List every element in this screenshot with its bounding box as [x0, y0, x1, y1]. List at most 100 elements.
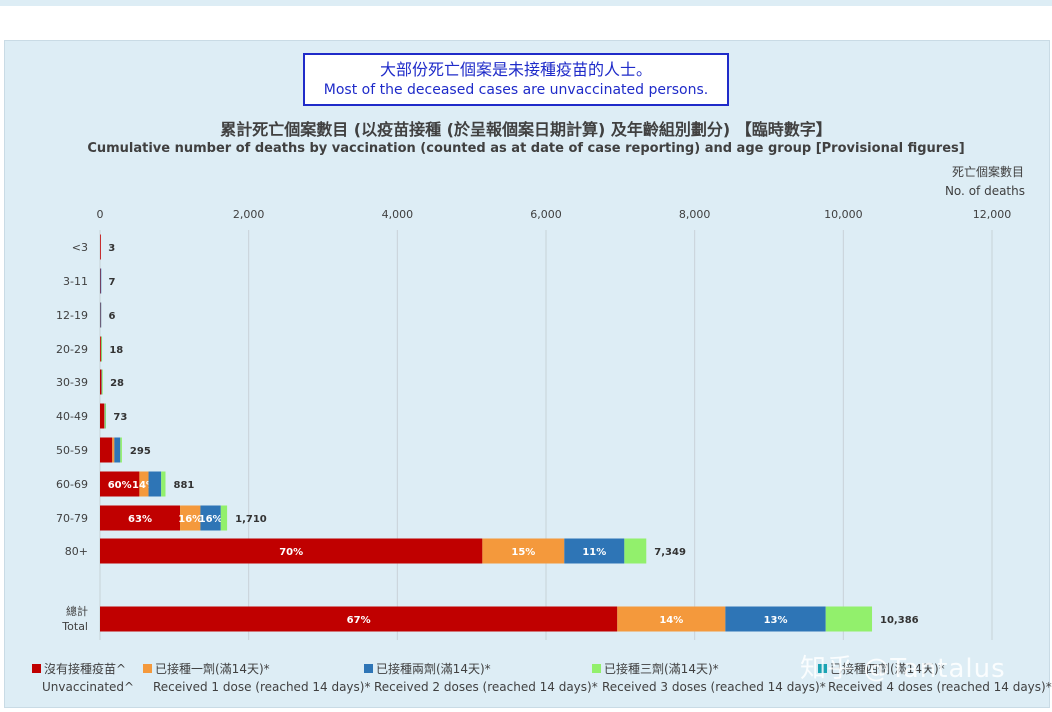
legend-label-en: Received 1 dose (reached 14 days)*	[153, 680, 371, 694]
callout-en: Most of the deceased cases are unvaccina…	[323, 82, 709, 98]
bar-segment	[624, 538, 647, 564]
bar-segment	[100, 437, 113, 463]
chart-panel	[4, 40, 1050, 708]
bar-segment	[100, 606, 618, 632]
bar-segment	[120, 437, 122, 463]
total-label: 3	[108, 243, 115, 254]
callout-zh: 大部份死亡個案是未接種疫苗的人士。	[379, 60, 652, 79]
bar-segment	[725, 606, 826, 632]
x-tick-label: 6,000	[530, 208, 562, 221]
legend-swatch	[592, 664, 601, 673]
bar-segment	[100, 403, 105, 429]
bar-segment	[100, 538, 483, 564]
legend-label-en: Received 2 doses (reached 14 days)*	[374, 680, 598, 694]
legend-swatch	[32, 664, 41, 673]
bar-segment	[200, 505, 221, 531]
data-label: 60%	[108, 480, 132, 491]
total-label: 1,710	[235, 514, 267, 525]
legend-item: 沒有接種疫苗^ Unvaccinated^	[32, 660, 134, 696]
legend-label-en: Received 3 doses (reached 14 days)*	[602, 680, 826, 694]
bar-segment	[148, 471, 162, 497]
bar-segment	[482, 538, 565, 564]
bar-segment	[105, 403, 107, 429]
bar-segment	[100, 369, 102, 395]
category-label: 30-39	[56, 376, 88, 389]
total-label: 73	[113, 412, 127, 423]
data-label: 15%	[511, 547, 535, 558]
total-label: 18	[109, 345, 123, 356]
x-tick-label: 12,000	[973, 208, 1012, 221]
bar-segment	[101, 369, 103, 395]
data-label: 16%	[199, 514, 223, 525]
data-label: 14%	[132, 480, 156, 491]
data-label: 16%	[178, 514, 202, 525]
bar-segment	[100, 302, 102, 328]
data-label: 63%	[128, 514, 152, 525]
category-label: 40-49	[56, 410, 88, 423]
category-label: 60-69	[56, 478, 88, 491]
total-label: 295	[130, 446, 151, 457]
category-label: 總計	[66, 604, 88, 618]
bar-segment	[100, 234, 101, 260]
chart-title: 累計死亡個案數目 (以疫苗接種 (於呈報個案日期計算) 及年齡組別劃分) 【臨時…	[220, 120, 832, 139]
bar-segment	[104, 403, 106, 429]
data-label: 14%	[659, 615, 683, 626]
bar-segment	[101, 336, 103, 362]
x-tick-label: 10,000	[824, 208, 863, 221]
legend-label-en: Received 4 doses (reached 14 days)*	[828, 680, 1052, 694]
x-tick-label: 0	[97, 208, 104, 221]
legend-item: 已接種一劑(滿14天)* Received 1 dose (reached 14 …	[143, 660, 370, 696]
legend-label: 沒有接種疫苗^	[44, 662, 127, 676]
data-label: 67%	[347, 615, 371, 626]
legend-item: 已接種四劑(滿14天)* Received 4 doses (reached 14…	[818, 660, 1052, 696]
callout-box: 大部份死亡個案是未接種疫苗的人士。 Most of the deceased c…	[303, 53, 729, 106]
legend-label-en: Unvaccinated^	[42, 680, 135, 694]
bar-segment	[100, 505, 181, 531]
top-strip	[0, 0, 1052, 6]
bar-segment	[220, 505, 228, 531]
bar-segment	[100, 268, 101, 294]
total-label: 28	[110, 378, 124, 389]
x-tick-label: 4,000	[382, 208, 414, 221]
legend-swatch	[818, 664, 827, 673]
bar-segment	[564, 538, 625, 564]
watermark: 知乎 @Tantalus	[800, 654, 1006, 684]
data-label: 11%	[582, 547, 606, 558]
legend-label: 已接種一劑(滿14天)*	[155, 662, 270, 676]
legend-label: 已接種三劑(滿14天)*	[604, 662, 719, 676]
x-tick-label: 8,000	[679, 208, 711, 221]
legend-swatch	[143, 664, 152, 673]
category-label: Total	[61, 620, 88, 633]
legend-label: 已接種四劑(滿14天)*	[830, 662, 945, 676]
legend-item: 已接種三劑(滿14天)* Received 3 doses (reached 14…	[592, 660, 826, 696]
bar-segment	[180, 505, 201, 531]
x-axis-label: No. of deaths	[944, 184, 1025, 198]
category-label: 50-59	[56, 444, 88, 457]
total-label: 6	[108, 311, 115, 322]
total-label: 10,386	[880, 615, 919, 626]
legend-item: 已接種兩劑(滿14天)* Received 2 doses (reached 14…	[364, 660, 598, 696]
bar-segment	[139, 471, 149, 497]
category-label: 20-29	[56, 343, 88, 356]
total-label: 881	[173, 480, 194, 491]
category-label: 80+	[65, 545, 88, 558]
bar-segment	[100, 471, 140, 497]
category-label: <3	[72, 241, 88, 254]
chart-subtitle: Cumulative number of deaths by vaccinati…	[87, 141, 965, 156]
bar-segment	[617, 606, 726, 632]
bar-segment	[112, 437, 115, 463]
x-tick-label: 2,000	[233, 208, 265, 221]
bar-segment	[161, 471, 166, 497]
bar-segment	[104, 403, 105, 429]
total-label: 7,349	[654, 547, 686, 558]
bar-segment	[100, 268, 102, 294]
bar-segment	[100, 336, 101, 362]
legend-label: 已接種兩劑(滿14天)*	[376, 662, 491, 676]
bar-segment	[114, 437, 121, 463]
category-label: 3-11	[63, 275, 88, 288]
total-label: 7	[109, 277, 116, 288]
bar-segment	[825, 606, 873, 632]
data-label: 70%	[279, 547, 303, 558]
legend-swatch	[364, 664, 373, 673]
